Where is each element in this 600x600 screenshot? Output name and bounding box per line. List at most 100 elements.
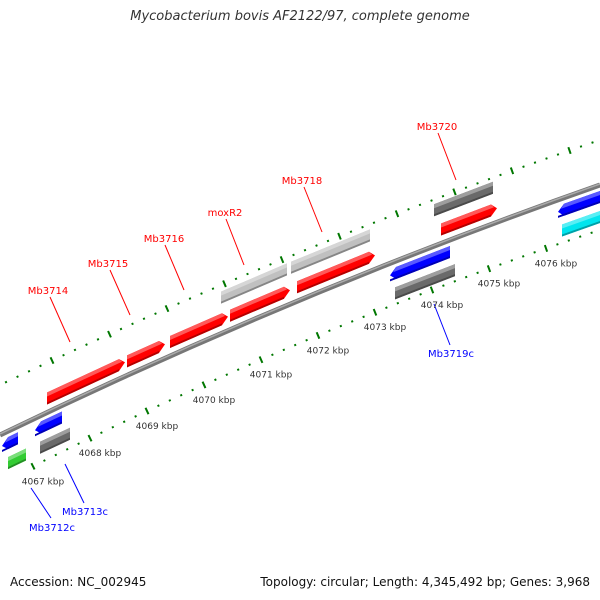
minor-tick [533, 161, 537, 164]
upper-tick-ring [4, 141, 594, 384]
minor-tick [522, 165, 525, 168]
minor-tick [521, 255, 525, 258]
lower-tick-ring [30, 231, 593, 470]
feature-gray-4[interactable] [395, 264, 455, 300]
gene-mb3719c[interactable] [390, 246, 450, 282]
minor-tick [293, 343, 297, 347]
minor-tick [269, 263, 272, 266]
minor-tick [96, 338, 100, 341]
minor-tick [292, 253, 295, 257]
minor-tick [430, 199, 433, 202]
feature-highlight [393, 246, 450, 273]
feature-body [441, 204, 497, 236]
major-tick [486, 265, 492, 273]
leader-line [164, 244, 185, 291]
feature-shadow [47, 369, 119, 405]
feature-highlight [291, 229, 370, 266]
features [2, 181, 600, 470]
feature-highlight [434, 181, 493, 209]
gene-label-mb3713c[interactable]: Mb3713c [62, 507, 108, 518]
feature-body [170, 313, 228, 348]
gene-reverse-right[interactable] [558, 188, 600, 218]
feature-shadow [291, 239, 370, 274]
minor-tick [122, 420, 126, 424]
feature-body [297, 251, 375, 294]
feature-shadow [221, 273, 287, 304]
minor-tick [85, 343, 88, 346]
feature-gray-1[interactable] [221, 263, 287, 304]
gene-label-mb3719c[interactable]: Mb3719c [428, 349, 474, 360]
feature-body [230, 286, 290, 322]
gene-label-mb3718[interactable]: Mb3718 [282, 176, 322, 187]
feature-highlight [441, 204, 494, 228]
gene-label-mb3716[interactable]: Mb3716 [144, 234, 184, 245]
minor-tick [442, 284, 445, 287]
major-tick [452, 188, 457, 196]
kbp-label: 4071 kbp [250, 371, 293, 381]
feature-gray-3[interactable] [434, 181, 493, 217]
minor-tick [211, 287, 215, 290]
kbp-scale-labels: 4067 kbp 4068 kbp 4069 kbp 4070 kbp 4071 kbp… [22, 259, 578, 487]
gene-label-mb3720[interactable]: Mb3720 [417, 122, 457, 133]
minor-tick [487, 177, 491, 181]
minor-tick [225, 373, 229, 376]
minor-tick [545, 157, 548, 160]
minor-tick [188, 297, 192, 300]
minor-tick [556, 243, 559, 246]
gene-mb3713c[interactable] [35, 411, 62, 437]
minor-tick [453, 280, 457, 283]
feature-green[interactable] [8, 448, 26, 470]
minor-tick [179, 393, 183, 397]
minor-tick [200, 292, 203, 295]
leader-line [303, 186, 323, 233]
minor-tick [27, 369, 31, 373]
feature-body [47, 359, 125, 405]
gene-label-mb3712c[interactable]: Mb3712c [29, 523, 75, 534]
minor-tick [567, 239, 571, 242]
major-tick [372, 308, 378, 316]
minor-tick [578, 235, 582, 238]
gene-mb3712c[interactable] [2, 432, 18, 452]
minor-tick [556, 153, 560, 156]
minor-tick [407, 207, 410, 211]
minor-tick [4, 380, 8, 384]
kbp-label: 4072 kbp [307, 346, 350, 356]
feature-cyan-right[interactable] [562, 208, 600, 237]
feature-highlight [561, 191, 600, 209]
feature-shadow [558, 201, 600, 218]
minor-tick [111, 425, 115, 429]
gene-mb3714[interactable] [47, 359, 125, 405]
gene-label-mb3714[interactable]: Mb3714 [28, 286, 68, 297]
feature-gray-2[interactable] [291, 229, 370, 274]
kbp-label: 4070 kbp [193, 396, 236, 406]
gene-label-moxr2[interactable]: moxR2 [208, 208, 243, 219]
minor-tick [54, 453, 58, 457]
gene-mb3720[interactable] [441, 204, 497, 236]
map-title: Mycobacterium bovis AF2122/97, complete … [130, 9, 470, 24]
leader-line [64, 463, 85, 504]
feature-highlight [395, 264, 455, 292]
accession-text: Accession: NC_002945 [10, 575, 147, 589]
gene-mb3718[interactable] [297, 251, 375, 294]
major-tick [509, 167, 515, 175]
gene-label-mb3715[interactable]: Mb3715 [88, 259, 128, 270]
minor-tick [142, 317, 146, 321]
minor-tick [510, 259, 514, 262]
gene-moxr2[interactable] [230, 286, 290, 322]
minor-tick [134, 415, 137, 418]
minor-tick [476, 182, 479, 185]
major-tick [279, 256, 285, 264]
gene-labels: Mb3714 Mb3715 Mb3716 moxR2 Mb3718 Mb3720… [28, 122, 474, 534]
gene-mb3716[interactable] [170, 313, 228, 348]
minor-tick [303, 248, 307, 252]
leader-line [437, 132, 457, 181]
feature-gray-5[interactable] [40, 427, 70, 454]
feature-shadow [562, 221, 600, 237]
minor-tick [177, 302, 180, 305]
minor-tick [43, 459, 46, 462]
feature-highlight [297, 251, 372, 286]
minor-tick [246, 272, 249, 276]
gene-mb3715[interactable] [127, 341, 165, 368]
minor-tick [248, 363, 251, 366]
kbp-label: 4074 kbp [421, 301, 464, 311]
